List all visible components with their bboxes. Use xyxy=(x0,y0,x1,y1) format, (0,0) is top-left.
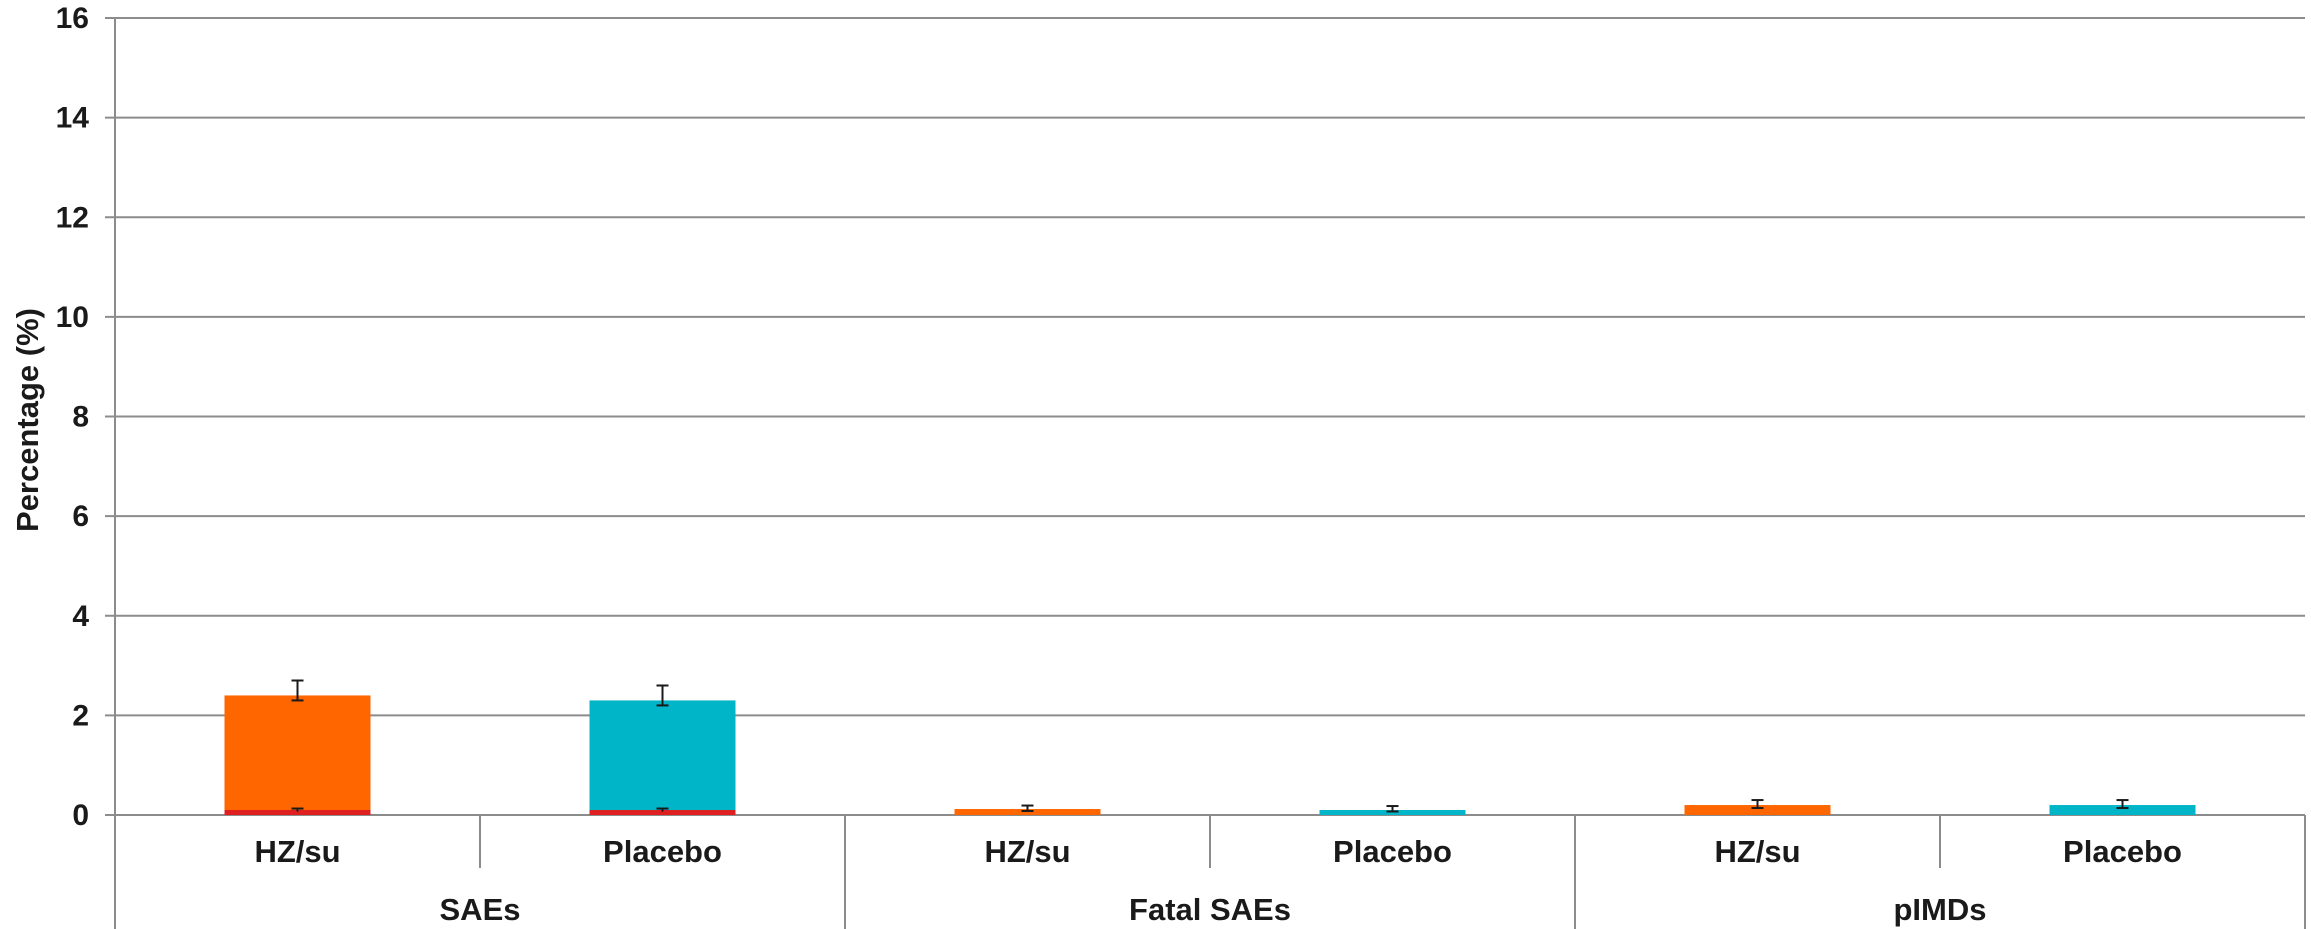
bar-label: HZ/su xyxy=(984,834,1070,869)
group-label: pIMDs xyxy=(1894,892,1987,927)
bar xyxy=(2049,805,2196,815)
y-tick-label: 14 xyxy=(56,102,90,135)
bar-label: Placebo xyxy=(1333,834,1452,869)
y-tick-label: 12 xyxy=(56,201,89,234)
labels-layer: 0 2 4 6 8 10 12 14 16 HZ/su Placebo SAEs HZ/su Placeb… xyxy=(56,2,2182,927)
y-tick-label: 4 xyxy=(72,600,89,633)
grid-layer xyxy=(105,17,2306,929)
y-tick-label: 16 xyxy=(56,2,89,35)
bars-layer xyxy=(224,679,2196,815)
bar-inner-segment xyxy=(589,810,736,815)
group-label: Fatal SAEs xyxy=(1129,892,1291,927)
bar-label: Placebo xyxy=(2063,834,2182,869)
bar xyxy=(589,700,736,815)
bar-label: HZ/su xyxy=(1714,834,1800,869)
bar-label: Placebo xyxy=(603,834,722,869)
bar xyxy=(1684,805,1831,815)
y-tick-label: 10 xyxy=(56,301,89,334)
y-tick-label: 8 xyxy=(72,401,89,434)
y-axis-title: Percentage (%) xyxy=(10,308,45,532)
bar-label: HZ/su xyxy=(254,834,340,869)
group-label: SAEs xyxy=(440,892,521,927)
bar xyxy=(224,695,371,815)
y-tick-label: 2 xyxy=(72,699,89,732)
y-tick-label: 6 xyxy=(72,500,89,533)
bar-inner-segment xyxy=(224,810,371,815)
y-tick-label: 0 xyxy=(72,799,89,832)
